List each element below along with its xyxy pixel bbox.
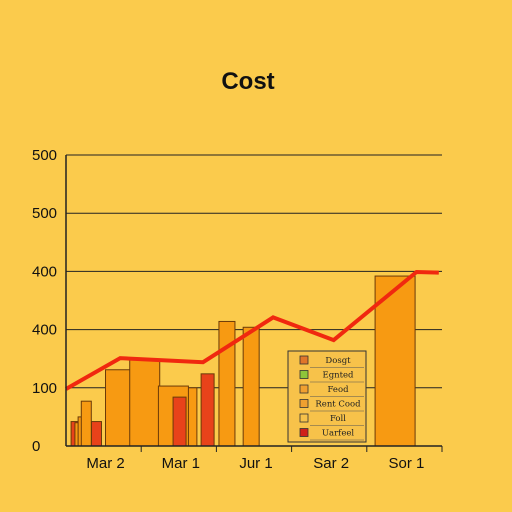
x-tick-label: Mar 1: [162, 455, 200, 472]
legend-label: Uarfeel: [322, 429, 355, 439]
y-tick-label: 400: [32, 263, 57, 280]
legend-label: Feod: [327, 385, 349, 395]
legend-label: Rent Cood: [315, 400, 361, 410]
bar: [218, 320, 236, 447]
legend-swatch: [299, 370, 309, 379]
bar: [200, 373, 215, 447]
y-tick-label: 500: [32, 147, 57, 164]
y-tick-label: 0: [32, 438, 40, 455]
legend-swatch: [299, 413, 309, 423]
cost-line-path: [65, 269, 439, 391]
chart-title: Cost: [221, 68, 274, 95]
bar: [172, 396, 187, 447]
x-tick-label: Sar 2: [313, 455, 349, 472]
legend-swatch: [299, 384, 309, 394]
x-tick-label: Mar 2: [86, 455, 124, 472]
axes: Mar 2 Mar 1 Jur 1 Sar 2 Sor 1: [65, 155, 443, 472]
x-tick-label: Sor 1: [388, 455, 424, 472]
y-tick-label: 500: [32, 205, 57, 222]
cost-line: [65, 269, 439, 391]
legend-swatch: [299, 399, 309, 408]
legend: Dosgt Egnted Feod Rent Cood Foll Uarfeel: [287, 350, 367, 443]
legend-label: Egnted: [322, 371, 354, 381]
bar: [80, 400, 92, 447]
y-tick-label: 400: [32, 322, 57, 339]
y-tick-label: 100: [32, 380, 57, 397]
bar: [129, 359, 161, 447]
gridlines: 0 100 400 400 500 500: [32, 147, 442, 455]
legend-label: Dosgt: [325, 356, 351, 366]
legend-swatch: [299, 428, 309, 437]
legend-label: Foll: [330, 414, 346, 424]
bar: [242, 326, 260, 447]
legend-swatch: [299, 355, 309, 365]
bar: [374, 275, 416, 447]
bars: [70, 275, 416, 447]
bar: [90, 421, 102, 447]
x-tick-label: Jur 1: [239, 455, 272, 472]
